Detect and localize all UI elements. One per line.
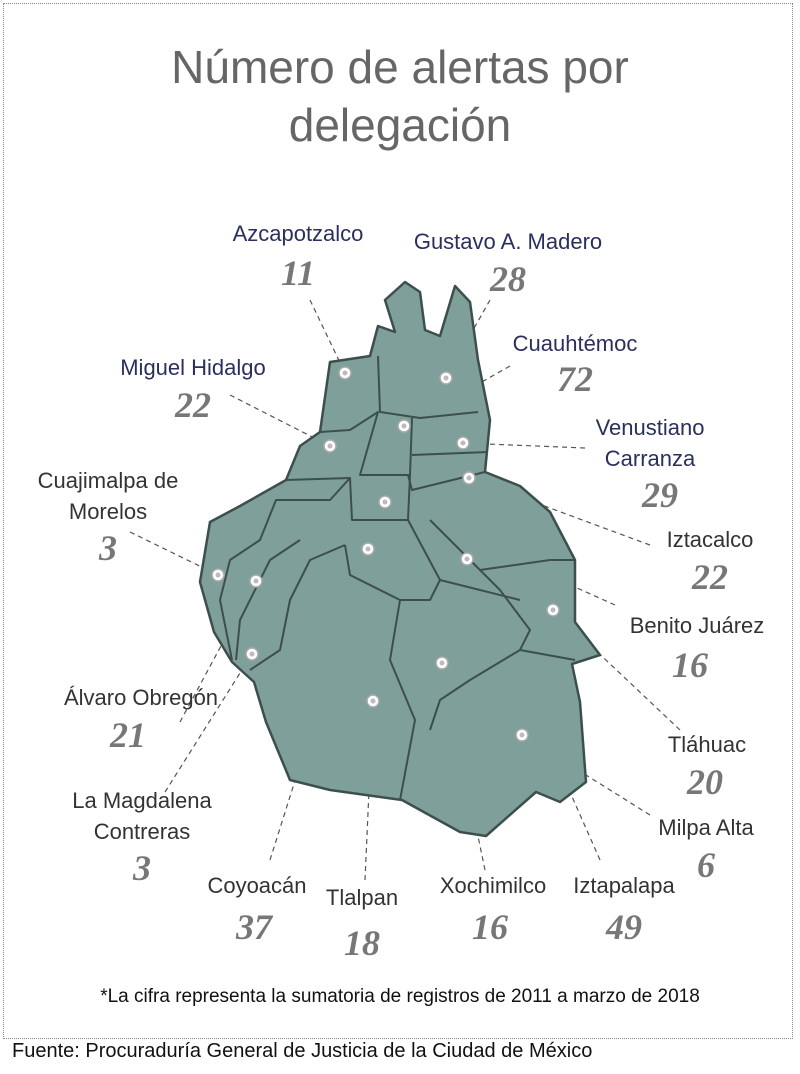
location-dot-center xyxy=(401,423,407,429)
alert-count: 16 xyxy=(672,645,708,685)
alert-count: 37 xyxy=(236,907,272,947)
title: Número de alertas por delegación xyxy=(171,41,629,151)
city-outline xyxy=(198,280,602,838)
border xyxy=(479,569,576,661)
border xyxy=(235,539,346,671)
frame xyxy=(3,3,793,1039)
alert-count: 28 xyxy=(490,259,526,299)
delegation-name: Iztapalapa xyxy=(573,873,675,898)
delegation-name: Xochimilco xyxy=(439,873,547,898)
delegation-name: Iztacalco xyxy=(666,527,754,552)
border xyxy=(319,411,413,476)
alert-count: 3 xyxy=(99,528,117,568)
location-dot-center xyxy=(215,572,221,578)
border xyxy=(389,579,521,801)
delegation-name: La Magdalena Contreras xyxy=(72,788,212,844)
location-dot-center xyxy=(550,607,556,613)
location-dot-center xyxy=(460,440,466,446)
alert-count: 20 xyxy=(687,762,723,802)
delegation-name: Azcapotzalco xyxy=(232,221,364,246)
delegation-name: Miguel Hidalgo xyxy=(120,355,266,380)
delegation-name: Tlalpan xyxy=(325,885,399,910)
delegation-name: Cuajimalpa de Morelos xyxy=(37,468,179,524)
location-dot-center xyxy=(370,698,376,704)
location-dot-center xyxy=(342,370,348,376)
source: Fuente: Procuraduría General de Justicia… xyxy=(12,1040,593,1062)
delegation-name: Álvaro Obregón xyxy=(63,685,219,710)
border xyxy=(429,519,575,571)
alert-count: 11 xyxy=(280,253,316,293)
location-dot-center xyxy=(382,499,388,505)
location-dot-center xyxy=(466,475,472,481)
alert-count: 22 xyxy=(692,557,728,597)
location-dot-center xyxy=(249,651,255,657)
border xyxy=(377,355,479,419)
location-dot-center xyxy=(443,375,449,381)
delegation-name: Milpa Alta xyxy=(658,815,754,840)
delegation-name: Cuauhtémoc xyxy=(512,331,638,356)
delegation-name: Venustiano Carranza xyxy=(595,415,705,471)
location-dot-center xyxy=(439,660,445,666)
alert-count: 72 xyxy=(557,359,593,399)
delegation-name: Gustavo A. Madero xyxy=(413,229,603,254)
border xyxy=(285,474,411,521)
alert-count: 18 xyxy=(344,923,380,963)
delegation-name: Tláhuac xyxy=(667,732,747,757)
location-dot-center xyxy=(519,732,525,738)
location-dot-center xyxy=(327,443,333,449)
leader-line xyxy=(364,700,374,881)
alert-count: 29 xyxy=(642,475,678,515)
border xyxy=(344,519,441,601)
location-dot-center xyxy=(464,556,470,562)
border xyxy=(219,477,351,661)
alert-count: 6 xyxy=(697,845,715,885)
alert-count: 21 xyxy=(110,715,146,755)
alert-count: 3 xyxy=(133,848,151,888)
alert-count: 22 xyxy=(175,385,211,425)
location-dot-center xyxy=(253,578,259,584)
alert-count: 16 xyxy=(472,907,508,947)
alert-count: 49 xyxy=(606,907,642,947)
delegation-name: Coyoacán xyxy=(207,873,307,898)
location-dot-center xyxy=(365,546,371,552)
delegation-name: Benito Juárez xyxy=(629,613,765,638)
leader-line xyxy=(164,653,253,793)
note: *La cifra representa la sumatoria de reg… xyxy=(100,986,700,1007)
